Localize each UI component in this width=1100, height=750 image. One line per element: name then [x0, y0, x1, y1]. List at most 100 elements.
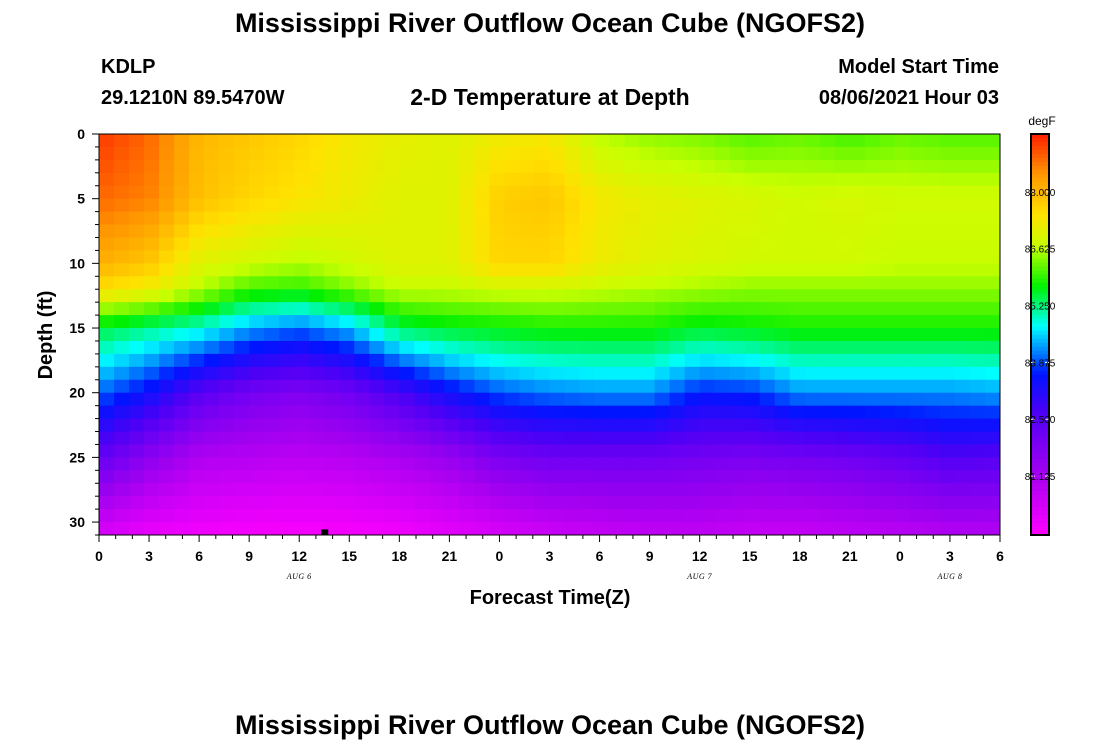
heat-cell — [264, 289, 280, 303]
heat-cell — [204, 379, 220, 394]
heat-cell — [219, 418, 235, 433]
heat-cell — [684, 340, 701, 355]
heat-cell — [624, 379, 641, 394]
heat-cell — [504, 444, 521, 458]
heat-cell — [474, 315, 491, 329]
heat-cell — [819, 509, 836, 523]
heat-cell — [774, 185, 791, 200]
heat-cell — [894, 366, 911, 381]
heat-cell — [459, 237, 476, 252]
heat-cell — [744, 276, 761, 290]
heat-cell — [969, 159, 986, 174]
heat-cell — [279, 211, 295, 226]
heat-cell — [714, 134, 731, 148]
heat-cell — [459, 444, 476, 458]
heat-cell — [819, 418, 836, 433]
heat-cell — [204, 431, 220, 446]
heat-cell — [354, 159, 370, 174]
heat-cell — [879, 392, 896, 407]
heat-cell — [894, 224, 911, 239]
heat-cell — [864, 146, 881, 161]
heat-cell — [954, 263, 971, 277]
heat-cell — [909, 224, 926, 239]
heat-cell — [549, 146, 566, 161]
heat-cell — [804, 353, 821, 368]
heat-cell — [414, 509, 430, 523]
heat-cell — [159, 392, 175, 407]
heat-cell — [909, 328, 926, 342]
heat-cell — [654, 250, 671, 264]
heat-cell — [789, 509, 806, 523]
heat-cell — [234, 185, 250, 200]
heat-cell — [354, 263, 370, 277]
heat-cell — [414, 328, 430, 342]
heat-cell — [654, 509, 671, 523]
heat-cell — [519, 392, 536, 407]
heat-cell — [909, 159, 926, 174]
heat-cell — [459, 522, 476, 535]
heat-cell — [759, 237, 776, 252]
heat-cell — [714, 224, 731, 239]
heat-cell — [534, 276, 551, 290]
heat-cell — [789, 328, 806, 342]
heat-cell — [399, 470, 415, 484]
heat-cell — [639, 211, 656, 226]
heat-cell — [534, 366, 551, 381]
heat-cell — [804, 315, 821, 329]
heat-cell — [294, 444, 310, 458]
heat-cell — [909, 457, 926, 471]
heat-cell — [339, 431, 355, 446]
heat-cell — [789, 237, 806, 252]
heat-cell — [474, 366, 491, 381]
heat-cell — [369, 431, 385, 446]
heat-cell — [114, 185, 130, 200]
heat-cell — [309, 379, 325, 394]
heat-cell — [519, 315, 536, 329]
heat-cell — [714, 237, 731, 252]
heat-cell — [414, 250, 430, 264]
heat-cell — [264, 159, 280, 174]
heat-cell — [339, 509, 355, 523]
heat-cell — [399, 134, 415, 148]
heat-cell — [249, 315, 265, 329]
heat-cell — [534, 134, 551, 148]
heat-cell — [534, 237, 551, 252]
heat-cell — [189, 418, 205, 433]
heat-cell — [204, 405, 220, 420]
heat-cell — [729, 379, 746, 394]
colorbar-segment — [1031, 222, 1049, 227]
heat-cell — [969, 340, 986, 355]
heat-cell — [609, 353, 626, 368]
heat-cell — [774, 353, 791, 368]
heat-cell — [804, 431, 821, 446]
heat-cell — [279, 250, 295, 264]
heat-cell — [819, 276, 836, 290]
heat-cell — [564, 315, 581, 329]
heat-cell — [174, 431, 190, 446]
heat-cell — [159, 289, 175, 303]
heat-cell — [654, 483, 671, 497]
heat-cell — [384, 198, 400, 213]
heat-cell — [924, 340, 941, 355]
heat-cell — [624, 353, 641, 368]
colorbar-segment — [1031, 430, 1049, 436]
heat-cell — [969, 263, 986, 277]
heat-cell — [519, 496, 536, 510]
colorbar-segment — [1031, 146, 1049, 151]
heat-cell — [429, 315, 445, 329]
heat-cell — [189, 237, 205, 252]
heat-cell — [504, 457, 521, 471]
heat-cell — [384, 353, 400, 368]
heat-cell — [474, 250, 491, 264]
heat-cell — [789, 211, 806, 226]
heat-cell — [954, 237, 971, 252]
heat-cell — [954, 366, 971, 381]
heat-cell — [519, 172, 536, 187]
heat-cell — [609, 522, 626, 535]
heat-cell — [984, 172, 1000, 187]
heat-cell — [129, 444, 145, 458]
heat-cell — [324, 289, 340, 303]
heat-cell — [969, 185, 986, 200]
x-tick-label: 18 — [792, 548, 808, 564]
heat-cell — [159, 405, 175, 420]
